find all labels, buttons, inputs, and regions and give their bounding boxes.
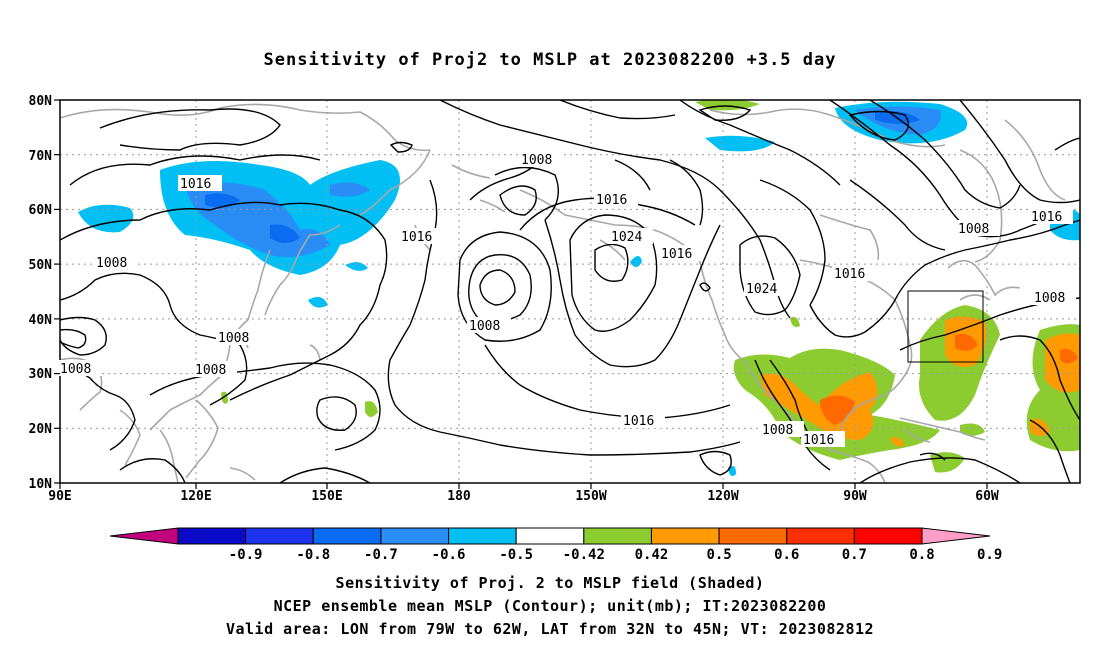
colorbar-swatch — [650, 527, 720, 545]
contour-label: 1016 — [596, 193, 627, 208]
contour-labels: 1016 1008 1016 1016 1008 1024 1016 1024 … — [58, 151, 1076, 448]
lat-label: 80N — [29, 94, 53, 109]
contour-label: 1016 — [1031, 210, 1062, 225]
contour-label: 1008 — [521, 153, 552, 168]
colorbar-swatch — [380, 527, 450, 545]
colorbar-swatch — [177, 527, 247, 545]
lat-label: 40N — [29, 313, 53, 328]
lat-label: 20N — [29, 422, 53, 437]
longitude-labels: 90E 120E 150E 180 150W 120W 90W 60W — [48, 489, 999, 504]
contour-label: 1016 — [661, 247, 692, 262]
colorbar: -0.9 -0.8 -0.7 -0.6 -0.5 -0.42 0.42 0.5 0.6 0.7 0.… — [109, 527, 1002, 563]
colorbar-label: -0.6 — [432, 547, 466, 563]
colorbar-label: 0.42 — [635, 547, 669, 563]
colorbar-label: -0.5 — [499, 547, 533, 563]
colorbar-swatch — [312, 527, 382, 545]
lon-label: 180 — [447, 489, 471, 504]
contour-label: 1008 — [762, 423, 793, 438]
lat-label: 70N — [29, 149, 53, 164]
colorbar-label: 0.9 — [977, 547, 1002, 563]
colorbar-label: -0.8 — [296, 547, 330, 563]
contour-label: 1016 — [401, 230, 432, 245]
colorbar-label: -0.7 — [364, 547, 398, 563]
contour-label: 1008 — [60, 362, 91, 377]
colorbar-swatch — [921, 527, 991, 545]
plot-frame — [59, 99, 1081, 484]
lat-label: 10N — [29, 477, 53, 492]
colorbar-swatch — [583, 527, 652, 545]
colorbar-label: 0.8 — [909, 547, 934, 563]
contour-label: 1008 — [958, 222, 989, 237]
colorbar-swatch — [448, 527, 517, 545]
contour-label: 1008 — [1034, 291, 1065, 306]
colorbar-swatch — [786, 527, 855, 545]
lon-label: 150W — [575, 489, 606, 504]
contour-label: 1024 — [611, 230, 642, 245]
mslp-contours — [60, 100, 1080, 483]
lon-label: 90E — [48, 489, 71, 504]
caption-contour: NCEP ensemble mean MSLP (Contour); unit(… — [273, 597, 827, 615]
caption-valid-area: Valid area: LON from 79W to 62W, LAT fro… — [225, 620, 875, 638]
lat-label: 30N — [29, 367, 53, 382]
lon-label: 60W — [975, 489, 999, 504]
contour-label: 1008 — [96, 256, 127, 271]
contour-label: 1016 — [180, 177, 211, 192]
lat-label: 50N — [29, 258, 53, 273]
longitude-axis — [59, 483, 988, 489]
caption-shading: Sensitivity of Proj. 2 to MSLP field (Sh… — [335, 574, 765, 592]
colorbar-label: 0.6 — [774, 547, 799, 563]
latitude-axis — [54, 99, 60, 484]
lat-label: 60N — [29, 203, 53, 218]
colorbar-label: -0.9 — [229, 547, 263, 563]
contour-label: 1008 — [218, 331, 249, 346]
valid-area-box — [907, 290, 984, 363]
colorbar-label: -0.42 — [563, 547, 605, 563]
lon-label: 150E — [311, 489, 342, 504]
colorbar-swatch — [853, 527, 923, 545]
colorbar-swatch — [109, 527, 179, 545]
lon-label: 120E — [180, 489, 211, 504]
figure-title: Sensitivity of Proj2 to MSLP at 20230822… — [263, 50, 837, 70]
latitude-labels: 80N 70N 60N 50N 40N 30N 20N 10N — [29, 94, 53, 492]
lon-label: 120W — [707, 489, 738, 504]
colorbar-swatch — [718, 527, 788, 545]
contour-label: 1016 — [834, 267, 865, 282]
contour-label: 1008 — [195, 363, 226, 378]
contour-label: 1016 — [803, 433, 834, 448]
contour-label: 1008 — [469, 319, 500, 334]
colorbar-label: 0.5 — [706, 547, 731, 563]
colorbar-swatch — [515, 527, 585, 545]
colorbar-label: 0.7 — [842, 547, 867, 563]
colorbar-swatch — [245, 527, 314, 545]
contour-label: 1016 — [623, 414, 654, 429]
lon-label: 90W — [843, 489, 867, 504]
contour-label: 1024 — [746, 282, 777, 297]
